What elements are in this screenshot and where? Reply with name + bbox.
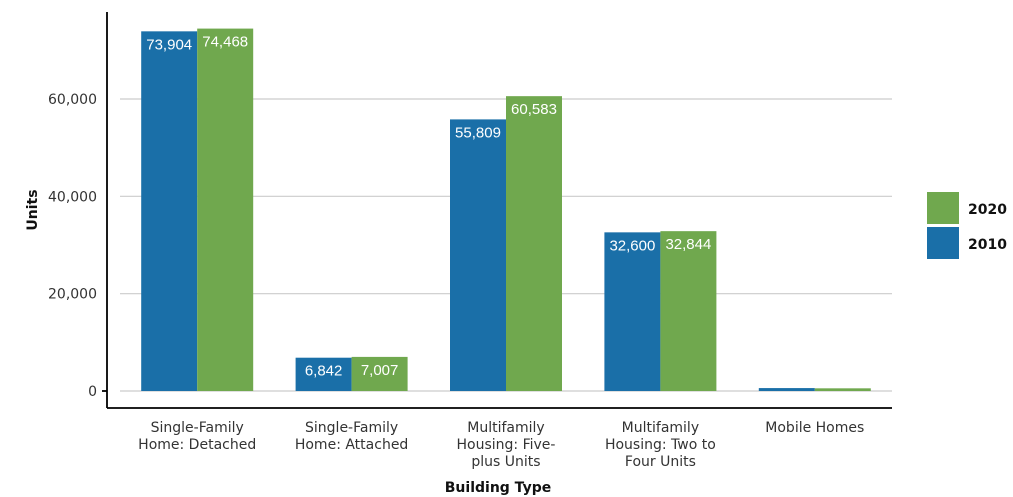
y-tick-label: 0 bbox=[88, 384, 97, 400]
bars: 73,904 74,468 6,842 7,007 55,809 60,583 32,600… bbox=[141, 28, 871, 392]
bar-2020 bbox=[506, 96, 562, 392]
bar-2020 bbox=[814, 388, 871, 391]
x-category-label: Mobile Homes bbox=[765, 420, 864, 436]
axes bbox=[102, 12, 892, 409]
x-category-label: plus Units bbox=[471, 454, 540, 470]
legend-swatch-2010 bbox=[927, 227, 959, 259]
y-tick-label: 40,000 bbox=[48, 189, 97, 205]
x-category-label: Housing: Two to bbox=[605, 437, 716, 453]
y-tick-label: 60,000 bbox=[48, 92, 97, 108]
bar-2010 bbox=[295, 357, 352, 391]
bar-2020 bbox=[660, 231, 717, 391]
data-label-2010: 73,904 bbox=[146, 36, 192, 53]
x-category-label: Single-Family bbox=[151, 420, 244, 436]
data-label-2020: 7,007 bbox=[361, 362, 399, 379]
x-category-label: Multifamily bbox=[622, 420, 699, 436]
bar-2020 bbox=[351, 356, 408, 391]
x-category-label: Multifamily bbox=[467, 420, 544, 436]
legend-swatch-2020 bbox=[927, 192, 959, 224]
x-category-label: Single-Family bbox=[305, 420, 398, 436]
data-label-2010: 32,600 bbox=[609, 237, 655, 254]
bar-2010 bbox=[450, 119, 506, 391]
bar-2010 bbox=[758, 388, 815, 391]
x-category-label: Four Units bbox=[625, 454, 696, 470]
data-label-2010: 55,809 bbox=[455, 124, 501, 141]
x-axis-title: Building Type bbox=[445, 480, 551, 496]
data-label-2020: 74,468 bbox=[202, 34, 248, 51]
x-category-label: Home: Detached bbox=[138, 437, 256, 453]
y-tick-label: 20,000 bbox=[48, 287, 97, 303]
y-axis-title: Units bbox=[25, 189, 41, 230]
legend: 2020 2010 bbox=[927, 192, 1007, 259]
bar-2020 bbox=[197, 28, 254, 391]
bar-2010 bbox=[141, 31, 198, 392]
x-category-label: Home: Attached bbox=[295, 437, 408, 453]
legend-label-2010: 2010 bbox=[968, 237, 1007, 253]
data-label-2020: 32,844 bbox=[665, 236, 711, 253]
bar-2010 bbox=[604, 232, 661, 391]
data-label-2020: 60,583 bbox=[511, 101, 557, 118]
x-category-label: Housing: Five- bbox=[457, 437, 556, 453]
data-label-2010: 6,842 bbox=[305, 363, 343, 380]
y-tick-labels: 0 20,000 40,000 60,000 bbox=[48, 92, 97, 400]
legend-label-2020: 2020 bbox=[968, 202, 1007, 218]
